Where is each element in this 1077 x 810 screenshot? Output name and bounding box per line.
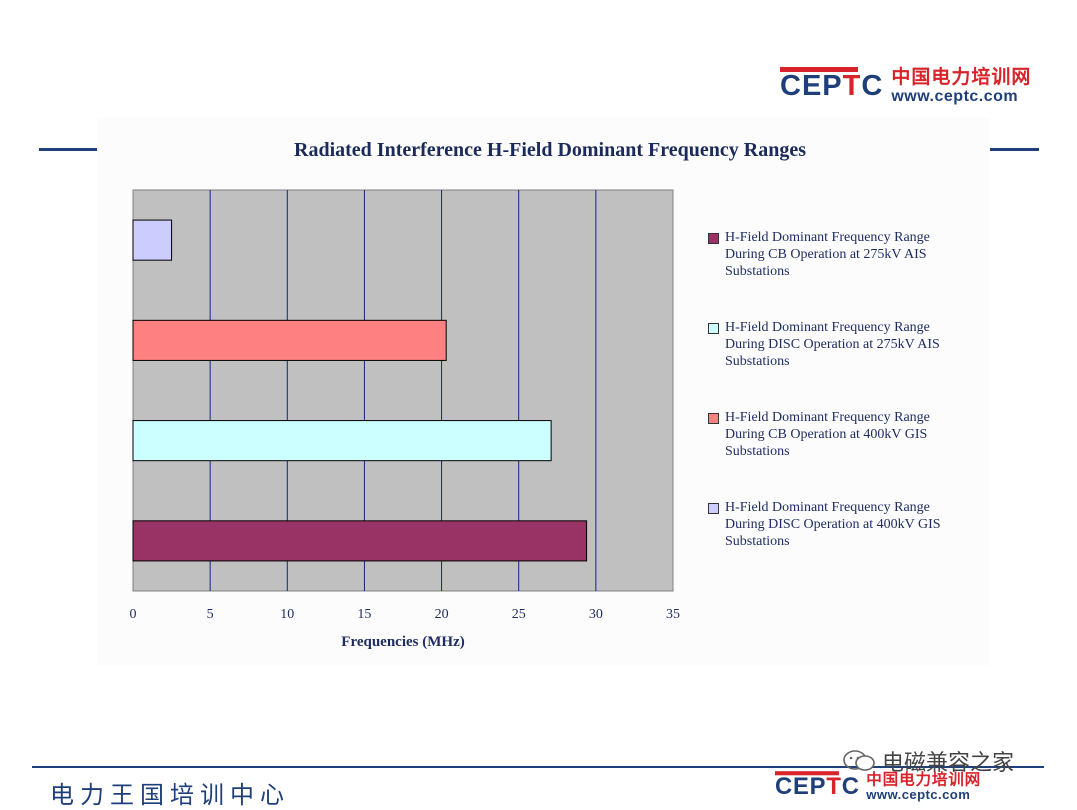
watermark: 电磁兼容之家 bbox=[842, 745, 1014, 777]
title-rule-right bbox=[989, 148, 1039, 151]
legend-item: H-Field Dominant Frequency Range During … bbox=[708, 409, 965, 460]
logo-mark-accent: T bbox=[826, 773, 842, 800]
logo-mark-right: C bbox=[841, 773, 860, 800]
footer-logo: CEPTC 中国电力培训网 www.ceptc.com bbox=[775, 770, 982, 803]
logo-url: www.ceptc.com bbox=[891, 88, 1019, 105]
legend-label: H-Field Dominant Frequency Range During … bbox=[725, 500, 941, 549]
legend-swatch bbox=[708, 503, 719, 514]
legend-item: H-Field Dominant Frequency Range During … bbox=[708, 319, 965, 370]
legend-swatch bbox=[708, 413, 719, 424]
legend-label: H-Field Dominant Frequency Range During … bbox=[725, 410, 930, 459]
logo-mark-left: CEP bbox=[775, 773, 827, 800]
legend-label: H-Field Dominant Frequency Range During … bbox=[725, 320, 940, 369]
footer-rule bbox=[32, 766, 1044, 768]
x-tick-label: 5 bbox=[207, 607, 214, 622]
logo-mark-right: C bbox=[861, 70, 884, 102]
legend-item: H-Field Dominant Frequency Range During … bbox=[708, 229, 965, 280]
x-tick-label: 30 bbox=[589, 607, 603, 622]
x-tick-label: 35 bbox=[666, 607, 680, 622]
x-tick-label: 15 bbox=[357, 607, 371, 622]
bar bbox=[132, 420, 552, 462]
logo-mark: CEPTC bbox=[775, 771, 860, 800]
x-axis-label: Frequencies (MHz) bbox=[341, 634, 464, 650]
x-tick-label: 10 bbox=[280, 607, 294, 622]
legend-label: H-Field Dominant Frequency Range During … bbox=[725, 230, 930, 279]
legend-swatch bbox=[708, 323, 719, 334]
bar bbox=[132, 319, 447, 361]
legend-swatch bbox=[708, 233, 719, 244]
x-tick-label: 20 bbox=[435, 607, 449, 622]
logo-mark: CEPTC bbox=[780, 67, 884, 102]
title-rule-left bbox=[39, 148, 97, 151]
logo-mark-left: CEP bbox=[780, 70, 843, 102]
footer-text: 电力王国培训中心 bbox=[50, 781, 290, 809]
legend-item: H-Field Dominant Frequency Range During … bbox=[708, 499, 965, 550]
logo-bar bbox=[775, 771, 839, 776]
logo-url: www.ceptc.com bbox=[866, 788, 971, 803]
wechat-icon bbox=[843, 750, 875, 771]
logo-chinese-name: 中国电力培训网 bbox=[891, 66, 1032, 88]
bar bbox=[132, 520, 588, 562]
logo-bar bbox=[780, 67, 858, 72]
x-tick-label: 25 bbox=[512, 607, 526, 622]
logo-chinese-name: 中国电力培训网 bbox=[866, 770, 982, 789]
logo-mark-accent: T bbox=[842, 70, 862, 102]
chart-title: Radiated Interference H-Field Dominant F… bbox=[294, 139, 806, 161]
header-logo: CEPTC 中国电力培训网 www.ceptc.com bbox=[780, 66, 1032, 105]
bar bbox=[132, 219, 173, 261]
x-tick-label: 0 bbox=[130, 607, 137, 622]
watermark-text: 电磁兼容之家 bbox=[882, 751, 1015, 776]
